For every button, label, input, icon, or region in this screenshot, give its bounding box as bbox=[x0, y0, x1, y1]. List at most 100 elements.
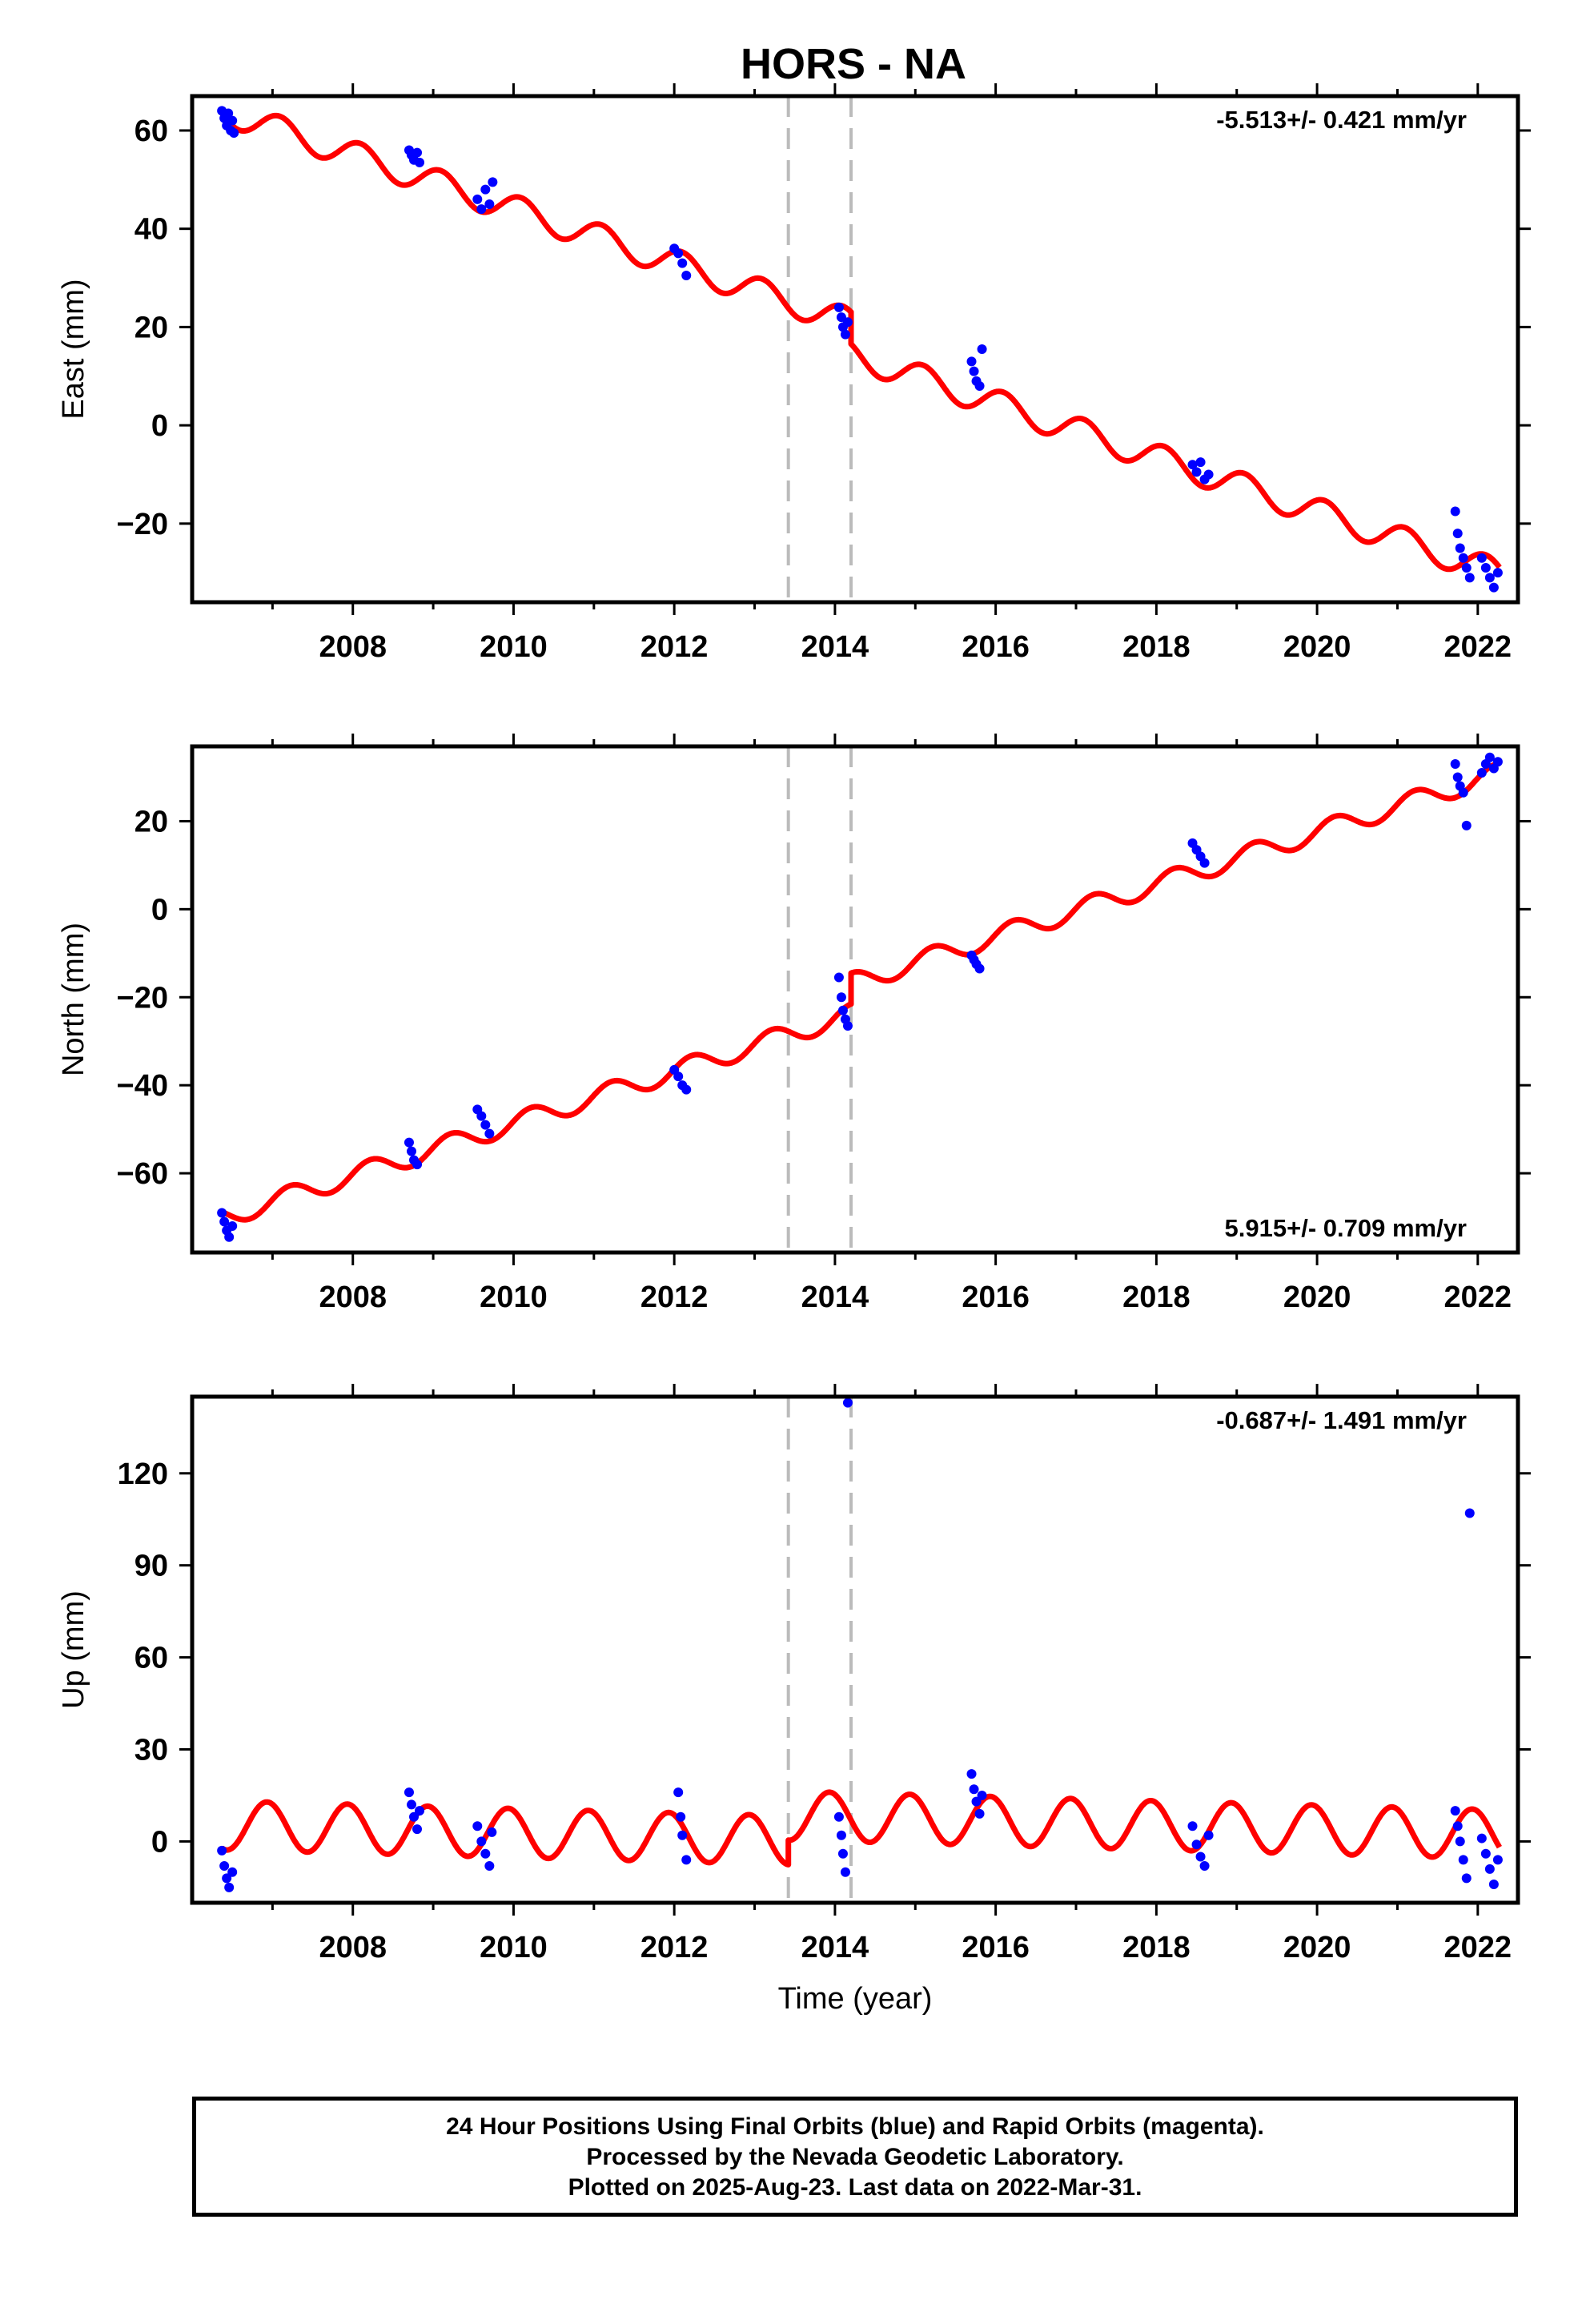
data-point bbox=[833, 302, 844, 312]
data-point bbox=[1480, 563, 1491, 573]
x-tick-label: 2012 bbox=[640, 1931, 709, 1964]
data-point bbox=[476, 1111, 487, 1121]
data-layer bbox=[217, 1397, 1503, 1903]
data-point bbox=[840, 1867, 850, 1877]
data-point bbox=[229, 128, 239, 139]
data-point bbox=[1191, 467, 1202, 477]
data-point bbox=[1195, 457, 1206, 468]
data-point bbox=[1492, 568, 1503, 578]
x-tick-label: 2016 bbox=[962, 1281, 1030, 1314]
x-tick-label: 2022 bbox=[1444, 1281, 1512, 1314]
data-point bbox=[1461, 820, 1472, 830]
model-fit-line bbox=[219, 1789, 1502, 1868]
data-point bbox=[966, 356, 977, 367]
data-point bbox=[1488, 1880, 1499, 1890]
panel-east: 2008 2010 2012 2014 2016 2018 2020 2022 −20 0 20 40… bbox=[57, 83, 1531, 664]
data-point bbox=[966, 1769, 977, 1779]
data-point bbox=[219, 1861, 230, 1872]
data-point bbox=[974, 963, 985, 974]
panel-frame bbox=[190, 744, 1520, 1255]
data-point bbox=[412, 147, 423, 158]
data-point bbox=[1484, 573, 1495, 583]
data-point bbox=[1484, 1864, 1495, 1874]
data-point bbox=[219, 1216, 230, 1227]
data-point bbox=[676, 1811, 686, 1822]
data-point bbox=[971, 1796, 982, 1807]
data-point bbox=[409, 1811, 420, 1822]
data-point bbox=[484, 1128, 495, 1139]
data-point bbox=[969, 1784, 979, 1795]
y-tick-label: 60 bbox=[135, 115, 168, 148]
x-tick-label: 2020 bbox=[1283, 1931, 1351, 1964]
model-fit-line bbox=[219, 761, 1502, 1223]
data-layer bbox=[217, 746, 1503, 1252]
data-point bbox=[1461, 1873, 1472, 1884]
data-point bbox=[1492, 1855, 1503, 1865]
x-tick-label: 2018 bbox=[1122, 1281, 1191, 1314]
x-tick-label: 2014 bbox=[801, 1931, 869, 1964]
data-point bbox=[1450, 758, 1460, 769]
data-point bbox=[476, 1836, 487, 1847]
data-point bbox=[480, 1848, 491, 1859]
footer-info-box: 24 Hour Positions Using Final Orbits (bl… bbox=[192, 2097, 1518, 2217]
data-point bbox=[1484, 752, 1495, 762]
data-point bbox=[1455, 543, 1465, 553]
data-point bbox=[412, 1160, 423, 1170]
data-point bbox=[1458, 787, 1468, 798]
data-point bbox=[836, 1830, 846, 1840]
data-point bbox=[836, 992, 846, 1003]
x-tick-label: 2016 bbox=[962, 1931, 1030, 1964]
velocity-rate-label: -0.687+/- 1.491 mm/yr bbox=[1216, 1406, 1467, 1434]
velocity-rate-label: -5.513+/- 0.421 mm/yr bbox=[1216, 106, 1467, 134]
data-point bbox=[227, 1221, 238, 1232]
data-point bbox=[227, 115, 238, 126]
data-point bbox=[1480, 1848, 1491, 1859]
data-point bbox=[487, 1827, 497, 1837]
y-tick-label: −40 bbox=[117, 1069, 168, 1103]
data-point bbox=[217, 1208, 227, 1218]
data-point bbox=[1476, 1833, 1487, 1844]
x-tick-label: 2022 bbox=[1444, 630, 1512, 664]
data-point bbox=[833, 1811, 844, 1822]
x-tick-label: 2014 bbox=[801, 1281, 869, 1314]
data-point bbox=[1492, 757, 1503, 767]
data-point bbox=[406, 1146, 416, 1156]
data-point bbox=[412, 1824, 423, 1835]
x-tick-label: 2016 bbox=[962, 630, 1030, 664]
data-point bbox=[406, 1799, 416, 1810]
data-point bbox=[1461, 563, 1472, 573]
data-point bbox=[224, 1882, 235, 1892]
x-tick-label: 2008 bbox=[319, 630, 387, 664]
y-tick-label: 20 bbox=[135, 805, 168, 838]
data-point bbox=[1488, 582, 1499, 593]
data-point bbox=[1476, 553, 1487, 563]
x-tick-label: 2010 bbox=[480, 630, 548, 664]
footer-line-2: Processed by the Nevada Geodetic Laborat… bbox=[586, 2144, 1124, 2170]
x-tick-label: 2018 bbox=[1122, 1931, 1191, 1964]
data-point bbox=[681, 1084, 692, 1095]
x-axis-label: Time (year) bbox=[778, 1982, 933, 2016]
data-point bbox=[1452, 772, 1463, 782]
data-point bbox=[673, 248, 684, 259]
x-tick-label: 2012 bbox=[640, 630, 709, 664]
data-point bbox=[969, 366, 979, 376]
data-point bbox=[476, 204, 487, 215]
y-tick-label: 20 bbox=[135, 311, 168, 344]
panel-up: 2008 2010 2012 2014 2016 2018 2020 2022 0 30 60 90 1… bbox=[57, 1384, 1531, 2016]
data-point bbox=[1452, 1821, 1463, 1831]
data-point bbox=[480, 184, 491, 195]
data-point bbox=[472, 194, 483, 204]
y-tick-label: −20 bbox=[117, 981, 168, 1015]
panel-frame bbox=[190, 1394, 1520, 1905]
panel-north: 2008 2010 2012 2014 2016 2018 2020 2022 −60 −40 −2… bbox=[57, 734, 1531, 1314]
y-axis-label: North (mm) bbox=[57, 923, 90, 1076]
data-point bbox=[1458, 1855, 1468, 1865]
x-tick-label: 2010 bbox=[480, 1931, 548, 1964]
data-point bbox=[1450, 506, 1460, 517]
data-point bbox=[1450, 1806, 1460, 1816]
x-tick-label: 2008 bbox=[319, 1281, 387, 1314]
data-point bbox=[1203, 1830, 1214, 1840]
data-point bbox=[224, 1232, 235, 1242]
data-point bbox=[837, 1848, 848, 1859]
